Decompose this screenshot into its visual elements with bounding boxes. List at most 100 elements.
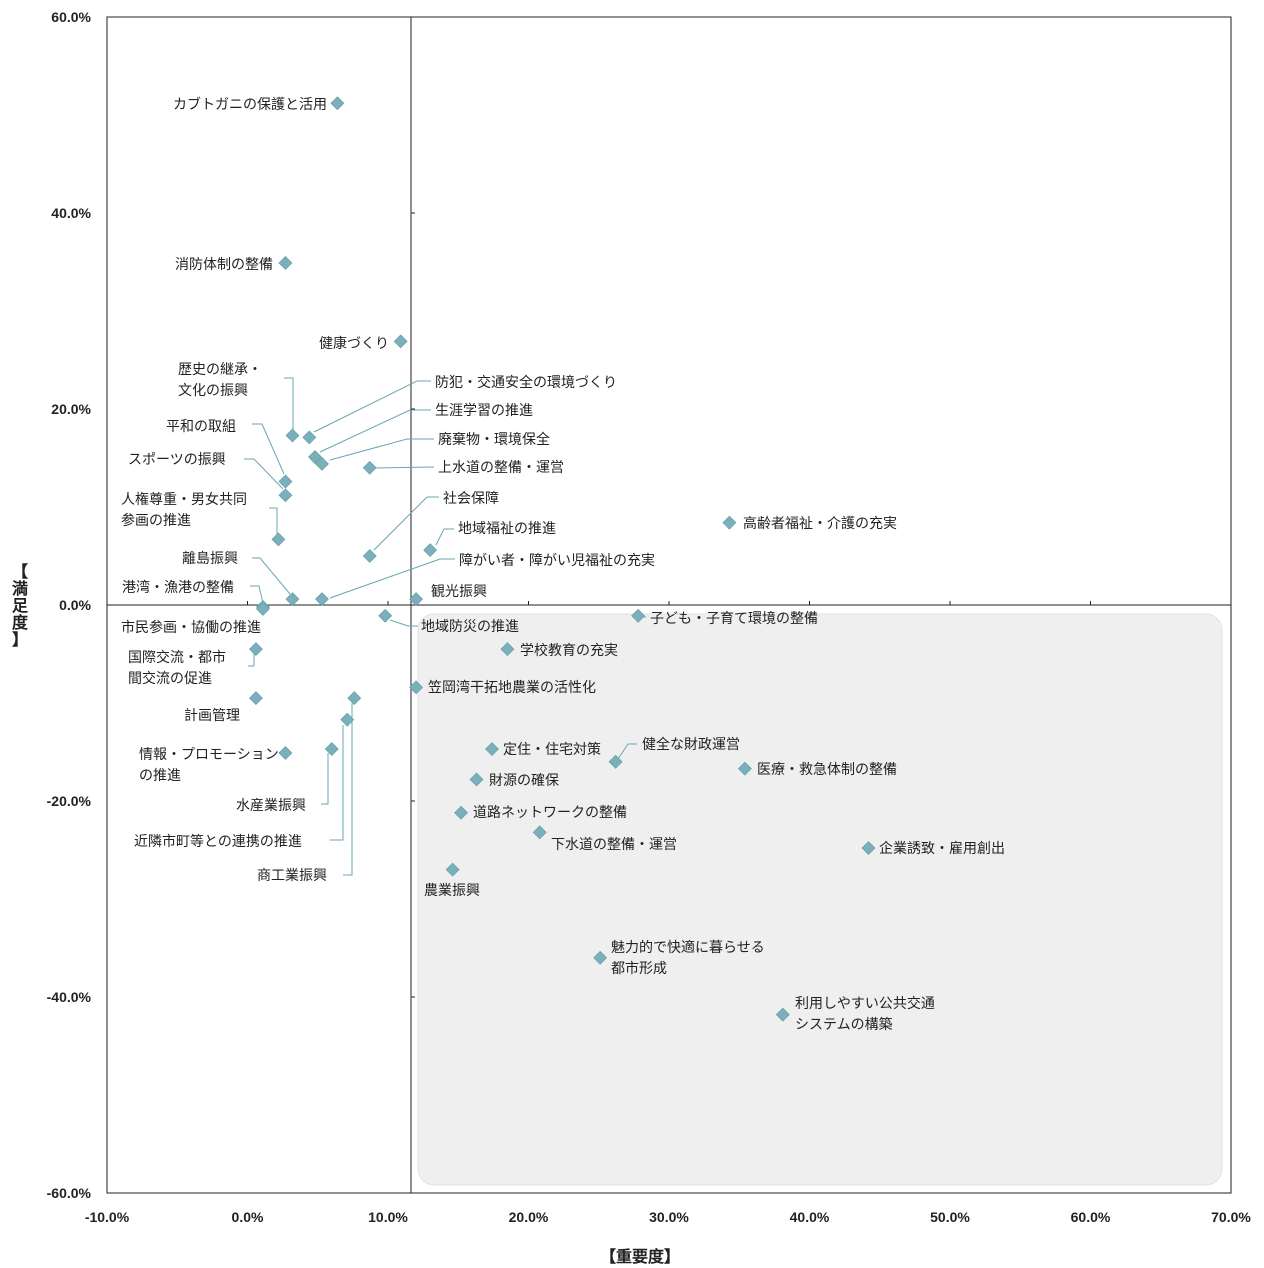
data-point-label: 上水道の整備・運営 xyxy=(438,460,564,476)
data-point-marker xyxy=(861,841,876,855)
data-point-label: 近隣市町等との連携の推進 xyxy=(134,833,302,850)
x-tick-label: 70.0% xyxy=(1211,1209,1251,1225)
leader-line xyxy=(374,466,435,469)
y-tick-label: 60.0% xyxy=(51,9,91,25)
leader-line xyxy=(252,423,285,475)
data-point-marker xyxy=(593,950,608,965)
leader-line xyxy=(329,438,434,461)
data-point-marker xyxy=(285,428,300,443)
data-point-label: 生涯学習の推進 xyxy=(435,403,533,419)
data-point-marker xyxy=(469,772,484,787)
data-point-label: 学校教育の充実 xyxy=(520,642,618,659)
y-tick-label: -40.0% xyxy=(47,989,92,1005)
data-point-label: 人権尊重・男女共同参画の推進 xyxy=(121,491,247,529)
leader-line xyxy=(319,409,431,453)
data-point-label: 定住・住宅対策 xyxy=(503,741,601,758)
leader-line xyxy=(389,619,418,627)
leader-line xyxy=(435,528,454,546)
data-point-marker xyxy=(775,1007,790,1022)
data-point-marker xyxy=(631,608,646,623)
data-point-label: 離島振興 xyxy=(182,550,238,567)
data-point-label: 観光振興 xyxy=(431,583,487,600)
data-point-label: 魅力的で快適に暮らせる都市形成 xyxy=(611,939,765,977)
data-point-label: 健康づくり xyxy=(319,335,389,352)
data-point-label: 歴史の継承・文化の振興 xyxy=(178,362,262,399)
data-point-label: スポーツの振興 xyxy=(128,452,226,468)
data-point-marker xyxy=(302,430,317,445)
x-tick-label: 40.0% xyxy=(790,1209,830,1225)
data-point-label: 笠岡湾干拓地農業の活性化 xyxy=(428,679,596,696)
leader-line xyxy=(313,380,431,433)
data-point-label: カブトガニの保護と活用 xyxy=(173,96,327,113)
data-point-marker xyxy=(271,532,286,547)
leader-line xyxy=(343,703,353,876)
data-point-marker xyxy=(347,691,362,706)
data-point-marker xyxy=(256,601,270,616)
data-point-marker xyxy=(315,592,329,607)
data-point-marker xyxy=(393,334,408,349)
data-point-marker xyxy=(249,691,263,706)
data-point-marker xyxy=(278,488,293,503)
data-point-marker xyxy=(500,642,515,657)
leader-line xyxy=(330,725,344,841)
leader-lines xyxy=(244,377,646,876)
data-point-marker xyxy=(340,712,355,727)
data-point-marker xyxy=(308,450,322,464)
data-point-label: 港湾・漁港の整備 xyxy=(122,579,234,596)
data-point-label: 国際交流・都市間交流の促進 xyxy=(128,649,226,687)
x-tick-label: 50.0% xyxy=(930,1209,970,1225)
data-point-label: 廃棄物・環境保全 xyxy=(438,431,550,448)
leader-line xyxy=(252,557,291,595)
data-point-label: 利用しやすい公共交通システムの構築 xyxy=(795,995,935,1033)
data-point-label: 情報・プロモーションの推進 xyxy=(139,747,279,784)
data-points xyxy=(249,96,876,1022)
y-axis-label: 【満足度】 xyxy=(12,562,29,649)
leader-line xyxy=(250,585,264,604)
leader-line xyxy=(321,753,329,805)
y-tick-label: -20.0% xyxy=(47,793,92,809)
data-point-marker xyxy=(532,825,547,840)
data-point-marker xyxy=(285,592,300,607)
data-point-label: 市民参画・協働の推進 xyxy=(121,619,261,636)
data-point-marker xyxy=(608,754,623,769)
data-point-label: 高齢者福祉・介護の充実 xyxy=(743,515,897,532)
x-tick-labels: -10.0% 0.0% 10.0% 20.0% 30.0% 40.0% 50.0% 60.0%… xyxy=(85,1209,1252,1225)
data-point-label: 障がい者・障がい児福祉の充実 xyxy=(459,553,655,569)
x-axis-label: 【重要度】 xyxy=(600,1247,680,1266)
tick-marks xyxy=(106,16,1232,1194)
y-tick-label: 20.0% xyxy=(51,401,91,417)
data-point-marker xyxy=(485,742,499,756)
data-point-marker xyxy=(278,256,293,270)
y-tick-label: 0.0% xyxy=(59,597,91,613)
leader-line xyxy=(248,652,255,667)
x-tick-label: 10.0% xyxy=(368,1209,408,1225)
data-point-marker xyxy=(423,543,438,558)
data-point-marker xyxy=(330,96,345,111)
data-point-label: 財源の確保 xyxy=(489,773,559,789)
data-point-label: 医療・救急体制の整備 xyxy=(757,761,897,778)
data-point-label: 平和の取組 xyxy=(166,419,236,435)
data-point-label: 企業誘致・雇用創出 xyxy=(879,840,1005,857)
data-point-label: 防犯・交通安全の環境づくり xyxy=(435,374,617,391)
data-point-marker xyxy=(454,805,468,820)
x-tick-label: 30.0% xyxy=(649,1209,689,1225)
data-point-label: 農業振興 xyxy=(424,883,480,899)
data-point-marker xyxy=(737,761,752,776)
data-point-label: 地域福祉の推進 xyxy=(458,521,556,537)
y-tick-label: -60.0% xyxy=(47,1185,92,1201)
x-tick-label: 0.0% xyxy=(232,1209,264,1225)
data-point-label: 商工業振興 xyxy=(257,868,327,884)
leader-line xyxy=(284,377,294,430)
data-point-label: 健全な財政運営 xyxy=(642,736,740,753)
data-point-marker xyxy=(278,474,293,489)
data-point-marker xyxy=(324,742,339,756)
data-point-marker xyxy=(278,746,293,760)
data-point-marker xyxy=(362,460,377,475)
leader-line xyxy=(269,507,278,534)
y-tick-label: 40.0% xyxy=(51,205,91,221)
data-point-label: 下水道の整備・運営 xyxy=(551,837,677,853)
y-tick-labels: 60.0% 40.0% 20.0% 0.0% -20.0% -40.0% -60.0% xyxy=(47,9,92,1201)
leader-line xyxy=(329,558,455,599)
data-point-label: 社会保障 xyxy=(443,491,499,507)
